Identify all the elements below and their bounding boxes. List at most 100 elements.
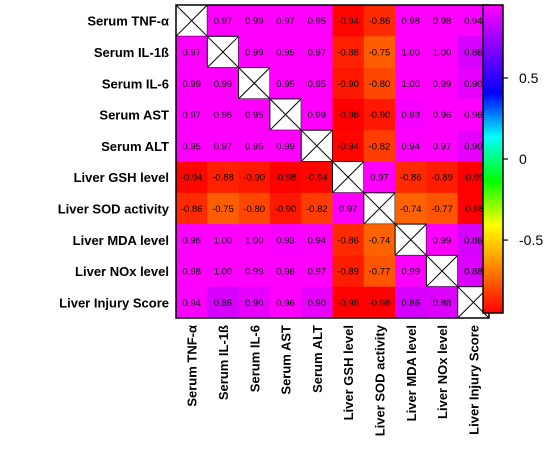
cell-value-label: 0.97 — [433, 141, 452, 152]
cell-value-label: 0.97 — [308, 267, 327, 278]
heatmap-cell — [395, 130, 427, 162]
cell-value-label: -0.98 — [337, 110, 359, 121]
cell-value-label: 0.96 — [276, 298, 295, 309]
heatmap-cell — [207, 130, 239, 162]
heatmap-cell — [301, 5, 333, 37]
heatmap-cell — [363, 224, 396, 256]
cell-value-label: 0.97 — [339, 204, 358, 215]
heatmap-cell — [301, 192, 333, 225]
heatmap-cell — [301, 161, 333, 194]
heatmap-cell — [363, 161, 396, 194]
cell-value-label: -0.90 — [243, 173, 265, 184]
cell-value-label: 0.95 — [245, 141, 264, 152]
heatmap-cell — [363, 98, 396, 131]
heatmap-cell — [238, 224, 271, 256]
heatmap-cell — [426, 5, 458, 37]
cell-value-label: 0.95 — [276, 47, 295, 58]
diagonal-cross-line — [332, 161, 365, 194]
heatmap-cell — [238, 161, 271, 194]
cell-value-label: 0.99 — [245, 267, 264, 278]
cell-value-label: 0.99 — [245, 16, 264, 27]
colorbar-tick-label: 0 — [519, 151, 527, 167]
cell-value-label: 0.90 — [245, 298, 264, 309]
heatmap-cell — [426, 67, 458, 100]
heatmap-cell — [363, 36, 396, 68]
cell-value-label: 0.97 — [276, 16, 295, 27]
cell-value-label: 0.95 — [182, 141, 201, 152]
heatmap-cell — [426, 192, 458, 225]
cell-value-label: -0.80 — [243, 204, 265, 215]
heatmap-cell — [332, 192, 365, 225]
heatmap-cells: 0.97 0.99 0.97 0.95 -0.94 -0.86 0.98 0.98 0.94 0.… — [175, 4, 490, 319]
cell-value-label: 0.96 — [433, 110, 452, 121]
cell-value-label: 0.98 — [182, 235, 201, 246]
row-label: Liver SOD activity — [58, 201, 170, 216]
cell-value-label: -0.90 — [369, 110, 391, 121]
cell-value-label: -0.88 — [337, 47, 359, 58]
cell-value-label: 1.00 — [402, 79, 421, 90]
cell-value-label: 0.97 — [182, 47, 201, 58]
heatmap-cell — [176, 224, 208, 256]
cell-value-label: 0.86 — [402, 298, 421, 309]
heatmap-cell — [363, 130, 396, 162]
column-label: Liver SOD activity — [372, 324, 387, 436]
row-label: Liver NOx level — [75, 264, 169, 279]
heatmap-cell — [269, 192, 302, 225]
cell-value-label: -0.98 — [369, 298, 391, 309]
row-label: Serum TNF-α — [87, 14, 169, 29]
cell-value-label: 0.97 — [214, 16, 233, 27]
cell-value-label: 0.97 — [182, 110, 201, 121]
heatmap-cell — [269, 130, 302, 162]
heatmap-cell — [176, 255, 208, 287]
cell-value-label: 0.88 — [464, 267, 483, 278]
diagonal-cross-line — [238, 67, 271, 100]
heatmap-cell — [238, 255, 271, 287]
heatmap-cell — [176, 36, 208, 68]
cell-value-label: -0.98 — [275, 173, 297, 184]
cell-value-label: -0.94 — [181, 173, 203, 184]
heatmap-cell — [301, 224, 333, 256]
cell-value-label: -0.77 — [369, 267, 391, 278]
cell-value-label: -0.89 — [337, 267, 359, 278]
colorbar-gradient — [482, 4, 504, 314]
cell-value-label: -0.74 — [369, 235, 391, 246]
cell-value-label: 0.99 — [308, 110, 327, 121]
cell-value-label: -0.77 — [431, 204, 453, 215]
cell-value-label: 0.90 — [464, 79, 483, 90]
heatmap-cell — [207, 98, 239, 131]
heatmap-cell — [207, 67, 239, 100]
heatmap-cell — [238, 192, 271, 225]
diagonal-cross-line — [300, 129, 333, 162]
heatmap-cell — [301, 67, 333, 100]
diagonal-cross-line — [269, 98, 302, 131]
cell-value-label: 0.96 — [464, 110, 483, 121]
cell-value-label: 0.99 — [214, 79, 233, 90]
heatmap-cell — [363, 5, 396, 37]
cell-value-label: 0.96 — [276, 267, 295, 278]
cell-value-label: 0.99 — [245, 47, 264, 58]
heatmap-cell — [238, 36, 271, 68]
heatmap-cell — [176, 192, 208, 225]
heatmap-cell — [395, 36, 427, 68]
heatmap-cell — [395, 255, 427, 287]
heatmap-cell — [238, 98, 271, 131]
cell-value-label: 0.99 — [433, 235, 452, 246]
heatmap-cell — [269, 67, 302, 100]
cell-value-label: -0.94 — [306, 173, 328, 184]
heatmap-cell — [269, 255, 302, 287]
heatmap-cell — [332, 5, 365, 37]
heatmap-cell — [269, 286, 302, 319]
cell-value-label: 0.95 — [276, 79, 295, 90]
heatmap-cell — [332, 67, 365, 100]
heatmap-cell — [207, 286, 239, 319]
cell-value-label: 0.93 — [276, 235, 295, 246]
column-labels: Serum TNF-α Serum IL-1ß Serum IL-6 Serum AS… — [185, 324, 482, 436]
heatmap-cell — [395, 67, 427, 100]
row-label: Liver Injury Score — [59, 295, 169, 310]
cell-value-label: 1.00 — [402, 47, 421, 58]
cell-value-label: 0.99 — [433, 79, 452, 90]
cell-value-label: 0.95 — [308, 16, 327, 27]
heatmap-cell — [207, 161, 239, 194]
heatmap-cell — [332, 36, 365, 68]
